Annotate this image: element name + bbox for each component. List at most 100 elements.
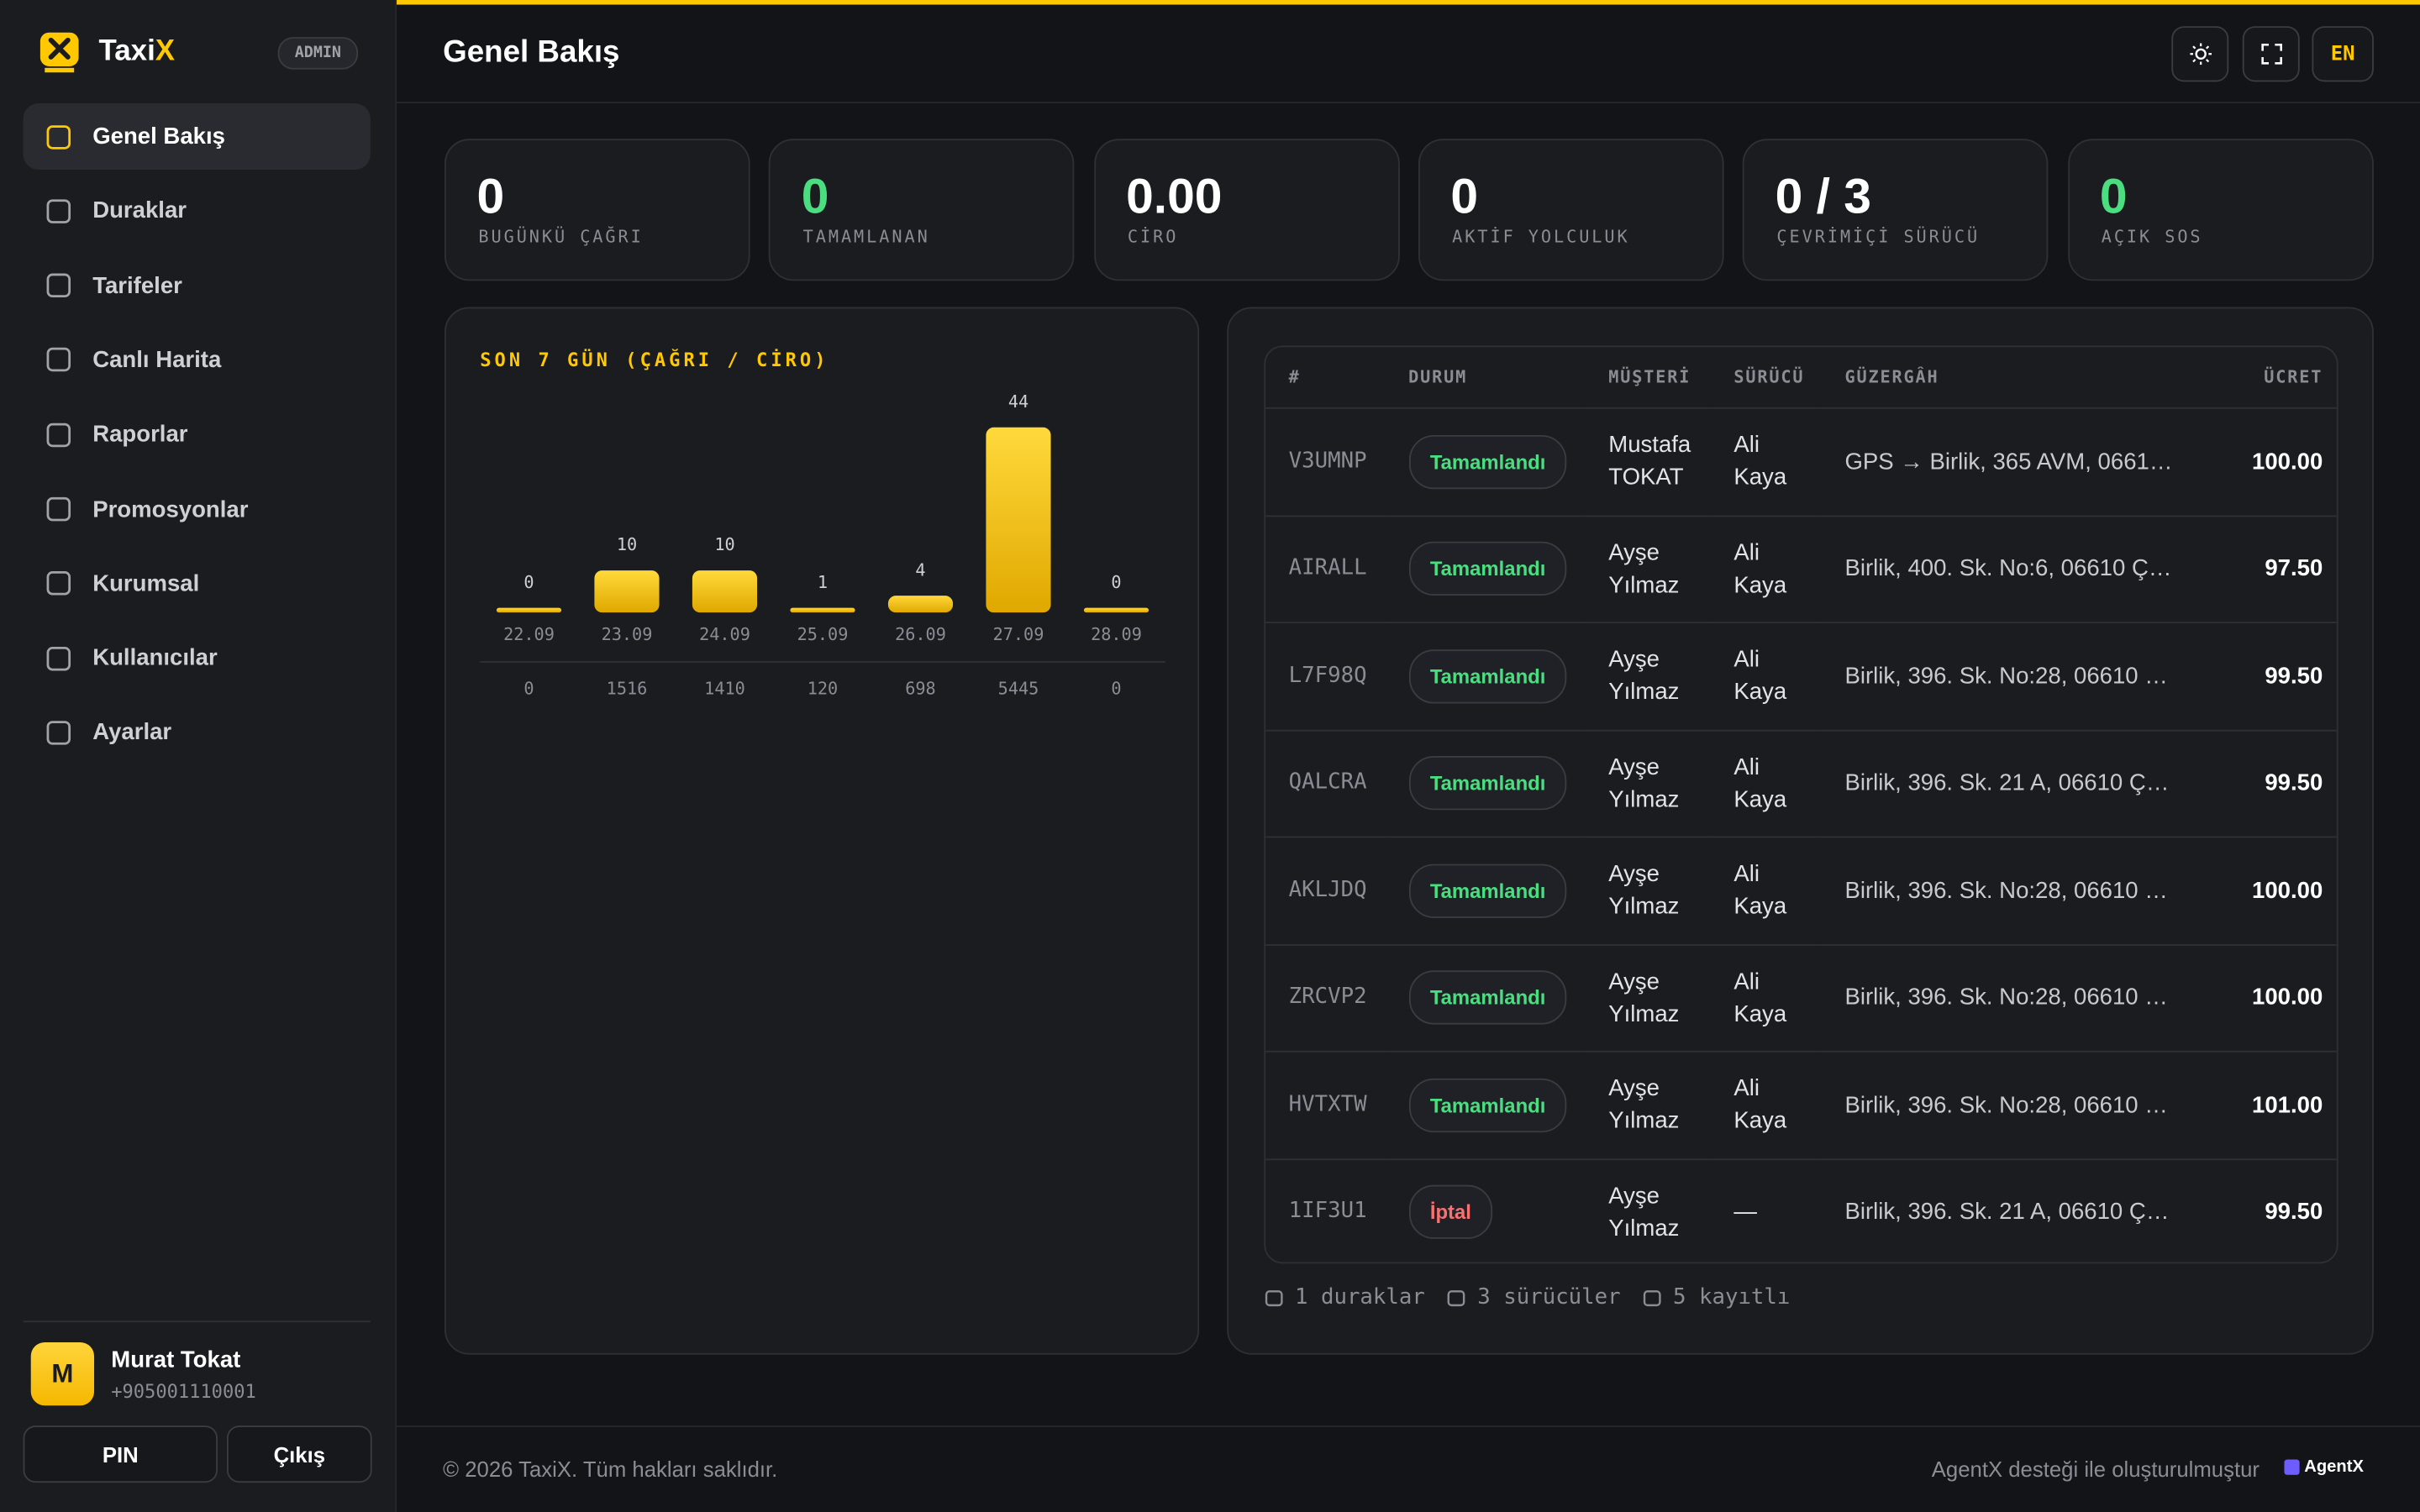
agentx-logo: AgentX (2284, 1458, 2364, 1477)
table-summary: 1 duraklar 3 sürücüler 5 kayıtlı (1264, 1285, 1790, 1310)
stat-card: 0.00 CİRO (1093, 139, 1400, 281)
stat-label: ÇEVRİMİÇİ SÜRÜCÜ (1776, 227, 1981, 247)
table-cell: İptal (1386, 1158, 1586, 1262)
table-cell: Birlik, 396. Sk. No:28, 06610 Ç... (1821, 1051, 2193, 1160)
nav-label: Duraklar (92, 197, 187, 224)
logout-button[interactable]: Çıkış (227, 1425, 372, 1483)
icon-shape (46, 496, 71, 522)
stat-value: 0 / 3 (1775, 168, 1871, 224)
column-header: # (1265, 347, 1386, 409)
icon-shape (46, 646, 71, 670)
nav-item[interactable]: Tarifeler (24, 252, 371, 318)
table-wrap: # DURUM MÜŞTERİ SÜRÜCÜ GÜZERGÂH ÜCRET V3UMNP Ta… (1264, 345, 2338, 1264)
table-cell: 1IF3U1 (1288, 1199, 1367, 1224)
table-cell: L7F98Q (1265, 622, 1386, 731)
table-cell: Birlik, 396. Sk. No:28, 06610 Ç... (1821, 837, 2193, 945)
summary-text: 3 sürücüler (1477, 1285, 1621, 1310)
x-tick-label: 28.09 (1091, 624, 1142, 644)
status-pill: Tamamlandı (1408, 756, 1568, 811)
nav-label: Ayarlar (92, 719, 172, 746)
stat-card: 0 BUGÜNKÜ ÇAĞRI (444, 139, 750, 281)
table-row: QALCRA Tamamlandı Ayşe Yılmaz Ali Kaya Birli… (1265, 729, 2337, 838)
status-pill: Tamamlandı (1408, 970, 1568, 1026)
bar-value-label: 1 (818, 572, 828, 592)
agentx-text: AgentX (2304, 1457, 2364, 1477)
nav-item[interactable]: Kurumsal (24, 550, 371, 617)
nav-icon (46, 273, 71, 298)
stat-card: 0 / 3 ÇEVRİMİÇİ SÜRÜCÜ (1743, 139, 2049, 281)
language-button[interactable]: EN (2312, 26, 2374, 82)
icon-shape (1265, 1289, 1283, 1306)
table-cell: Ayşe Yılmaz (1585, 515, 1711, 624)
revenue-label: 1516 (607, 679, 648, 699)
table-cell: GPS → Birlik, 365 AVM, 06610 ... (1821, 407, 2193, 517)
status-pill: İptal (1408, 1185, 1493, 1240)
nav-icon (46, 721, 71, 745)
nav-label: Tarifeler (92, 272, 182, 299)
agentx-icon (2284, 1459, 2300, 1475)
table-cell: 99.50 (2265, 1199, 2323, 1226)
bar (496, 607, 562, 613)
nav-item[interactable]: Raporlar (24, 402, 371, 468)
stat-value: 0 (476, 168, 505, 224)
nav-label: Promosyonlar (92, 496, 249, 522)
nav-item[interactable]: Kullanıcılar (24, 625, 371, 691)
route-text: Birlik, 400. Sk. No:6, 06610 Ça... (1844, 555, 2177, 582)
pin-button[interactable]: PIN (23, 1425, 218, 1483)
bar-value-label: 10 (714, 534, 734, 554)
route-text: Birlik, 396. Sk. No:28, 06610 Ç... (1844, 984, 2177, 1011)
user-phone: +905001110001 (111, 1380, 256, 1403)
copyright: © 2026 TaxiX. Tüm hakları saklıdır. (443, 1456, 778, 1482)
bar (790, 607, 855, 613)
nav-item[interactable]: Duraklar (24, 178, 371, 244)
icon-shape (46, 124, 71, 149)
table-cell: Ali Kaya (1710, 729, 1822, 838)
table-cell: Tamamlandı (1385, 729, 1586, 838)
nav-icon (46, 348, 71, 372)
table-cell: 100.00 (2192, 944, 2337, 1053)
avatar: M (30, 1341, 95, 1406)
icon-shape (46, 423, 71, 447)
nav-item[interactable]: Promosyonlar (24, 476, 371, 543)
table-cell: 99.50 (2192, 622, 2337, 731)
revenue-label: 5445 (998, 679, 1039, 699)
nav-icon (46, 496, 71, 522)
route-text: Birlik, 396. Sk. 21 A, 06610 Ça... (1844, 769, 2177, 797)
nav-item[interactable]: Canlı Harita (24, 327, 371, 393)
table-row: V3UMNP Tamamlandı Mustafa TOKAT Ali Kaya GPS… (1265, 407, 2337, 517)
top-accent (397, 0, 2420, 5)
summary-icon (1448, 1289, 1465, 1306)
bar (986, 427, 1051, 613)
table-row: 1IF3U1 İptal Ayşe Yılmaz — Birlik, 396. Sk. … (1265, 1158, 2337, 1262)
table-cell: Tamamlandı (1385, 944, 1586, 1053)
stat-value: 0 (801, 168, 829, 224)
nav-item[interactable]: Ayarlar (24, 700, 371, 766)
sun-icon (2189, 43, 2212, 66)
x-tick-label: 27.09 (993, 624, 1044, 644)
fullscreen-button[interactable] (2242, 26, 2300, 82)
table-cell: Ayşe Yılmaz (1585, 944, 1711, 1053)
table-cell: 99.50 (2192, 729, 2337, 838)
nav-item[interactable]: Genel Bakış (23, 103, 371, 171)
stat-card: 0 TAMAMLANAN (769, 139, 1075, 281)
theme-button[interactable] (2171, 26, 2229, 82)
logo-icon (39, 32, 79, 73)
table-cell: 100.00 (2192, 407, 2337, 517)
stat-card: 0 AKTİF YOLCULUK (1418, 139, 1724, 281)
table-cell: — (1733, 1199, 1757, 1226)
summary-icon (1265, 1289, 1283, 1306)
revenue-label: 120 (808, 679, 838, 699)
nav-icon (46, 646, 71, 670)
credit: AgentX desteği ile oluşturulmuştur (1931, 1456, 2260, 1482)
page-title: Genel Bakış (443, 35, 620, 70)
nav-label: Canlı Harita (92, 347, 222, 374)
nav-label: Kullanıcılar (92, 644, 218, 672)
icon-shape (1448, 1289, 1465, 1306)
table-cell: Birlik, 400. Sk. No:6, 06610 Ça... (1821, 515, 2193, 624)
column-header: ÜCRET (2192, 347, 2337, 409)
table-cell: Ali Kaya (1710, 837, 1822, 945)
table-cell: Ali Kaya (1710, 515, 1822, 624)
bar (692, 570, 758, 613)
revenue-label: 698 (905, 679, 935, 699)
